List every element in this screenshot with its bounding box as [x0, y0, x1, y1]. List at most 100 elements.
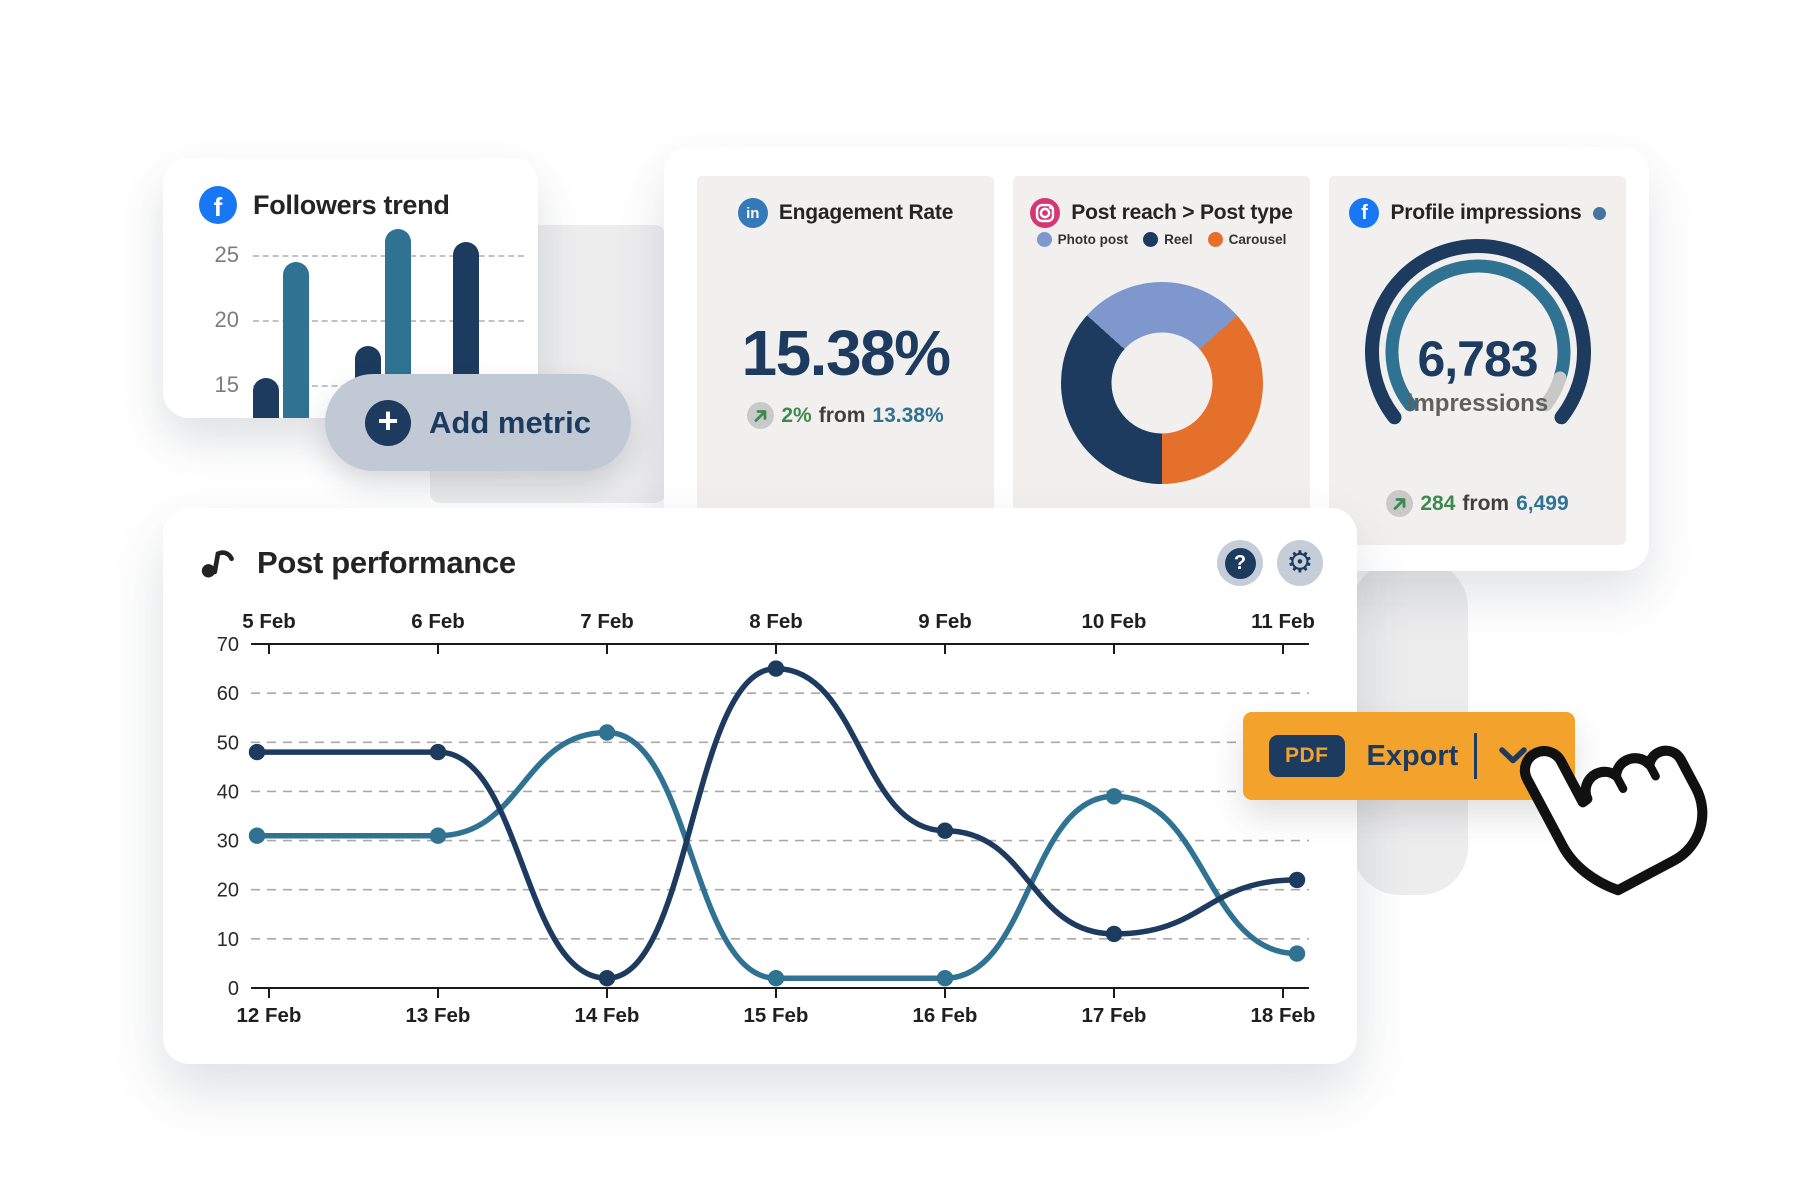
post-performance-line-chart: 5 Feb 12 Feb 6 Feb 13 Feb 7 Feb 14 Feb 8 Feb 15… — [217, 610, 1316, 1027]
linkedin-icon: in — [737, 198, 768, 228]
data-point-series-dark-blue — [598, 970, 616, 987]
top-date-label: 8 Feb — [749, 610, 803, 633]
data-point-series-dark-blue — [429, 743, 447, 761]
engagement-rate-value: 15.38% — [741, 317, 951, 389]
impressions-value: 6,783 — [1417, 331, 1538, 387]
impressions-previous-value: 6,499 — [1516, 491, 1569, 515]
bottom-date-label: 18 Feb — [1251, 1004, 1316, 1027]
data-point-series-light-blue — [598, 724, 616, 741]
post-performance-card: Post performance ? ⚙ 5 Feb 12 Feb 6 Feb 13 … — [163, 508, 1357, 1064]
data-point-series-light-blue — [1105, 788, 1123, 805]
plus-icon: + — [365, 399, 412, 446]
y-tick-label: 0 — [228, 978, 239, 1000]
add-metric-label: Add metric — [429, 404, 591, 440]
top-date-label: 6 Feb — [411, 610, 465, 633]
data-point-series-light-blue — [1288, 945, 1306, 962]
data-point-series-dark-blue — [936, 822, 954, 839]
instagram-icon — [1030, 198, 1061, 228]
pdf-badge: PDF — [1269, 735, 1345, 777]
bottom-date-label: 17 Feb — [1082, 1004, 1147, 1027]
legend-item-photo-post: Photo post — [1036, 232, 1129, 247]
engagement-rate-card: in Engagement Rate 15.38% 2% from 13.38% — [697, 176, 994, 545]
top-date-label: 5 Feb — [242, 610, 296, 633]
impressions-gauge-chart — [1364, 239, 1591, 425]
donut-hole — [1111, 332, 1212, 434]
button-divider — [1474, 733, 1477, 779]
bottom-date-label: 13 Feb — [406, 1004, 471, 1027]
y-tick-label: 50 — [217, 732, 239, 754]
post-reach-card-header: Post reach > Post type — [1013, 198, 1310, 228]
trend-up-icon — [747, 402, 775, 429]
reel-dot-icon — [1143, 232, 1159, 247]
gear-icon: ⚙ — [1286, 546, 1314, 579]
engagement-card-title: Engagement Rate — [778, 201, 954, 224]
data-point-series-dark-blue — [1105, 925, 1123, 943]
post-performance-title: Post performance — [257, 545, 516, 580]
data-point-series-dark-blue — [1288, 871, 1306, 889]
legend-item-carousel: Carousel — [1207, 232, 1286, 247]
top-date-label: 10 Feb — [1082, 610, 1147, 633]
impressions-card-header: f Profile impressions — [1329, 198, 1626, 228]
bottom-date-label: 15 Feb — [744, 1004, 809, 1027]
bottom-date-label: 12 Feb — [237, 1004, 302, 1027]
data-point-series-dark-blue — [248, 743, 266, 761]
y-tick-label: 20 — [217, 880, 239, 902]
impressions-delta: 284 — [1420, 491, 1456, 515]
y-tick-label: 40 — [217, 781, 239, 803]
y-tick-label: 60 — [217, 683, 239, 705]
post-reach-card-title: Post reach > Post type — [1071, 201, 1293, 224]
help-button[interactable]: ? — [1217, 540, 1263, 586]
legend-label-reel: Reel — [1164, 232, 1193, 247]
settings-button[interactable]: ⚙ — [1277, 540, 1323, 586]
bottom-date-label: 14 Feb — [575, 1004, 640, 1027]
line-series-series-light-blue — [254, 729, 1300, 981]
y-tick-label: 10 — [217, 929, 239, 951]
y-tick-label: 70 — [217, 634, 239, 656]
top-date-label: 11 Feb — [1251, 610, 1315, 633]
facebook-icon: f — [1349, 198, 1380, 228]
top-date-label: 7 Feb — [580, 610, 634, 633]
info-dot-icon — [1592, 206, 1606, 220]
profile-impressions-card: f Profile impressions 6,783 impressions … — [1329, 176, 1626, 545]
export-label: Export — [1366, 739, 1459, 772]
data-point-series-light-blue — [429, 827, 447, 844]
followers-card-header: f Followers trend — [199, 186, 450, 224]
impressions-unit-label: impressions — [1406, 390, 1549, 417]
data-point-series-light-blue — [767, 970, 785, 987]
chart-actions: ? ⚙ — [1217, 540, 1323, 586]
post-type-donut-chart — [1060, 282, 1263, 484]
add-metric-button[interactable]: + Add metric — [325, 374, 631, 471]
line-series-series-dark-blue — [254, 665, 1300, 981]
post-reach-card: Post reach > Post type Photo post Reel C… — [1013, 176, 1310, 545]
bar-y-tick-label: 25 — [214, 242, 239, 268]
legend-label-photo-post: Photo post — [1057, 232, 1129, 247]
music-note-icon — [201, 550, 234, 578]
impressions-card-title: Profile impressions — [1390, 201, 1582, 224]
impressions-delta-row: 284 from 6,499 — [1329, 490, 1626, 517]
engagement-previous-value: 13.38% — [872, 403, 944, 427]
followers-bar — [253, 378, 279, 418]
impressions-from-word: from — [1462, 491, 1510, 515]
facebook-icon: f — [199, 186, 237, 224]
engagement-delta-row: 2% from 13.38% — [697, 402, 994, 429]
followers-bar — [283, 261, 309, 418]
engagement-card-header: in Engagement Rate — [697, 198, 994, 228]
top-date-label: 9 Feb — [918, 610, 972, 633]
gauge-arc — [1385, 259, 1570, 412]
bottom-date-label: 16 Feb — [913, 1004, 978, 1027]
trend-up-icon — [1386, 490, 1414, 517]
question-mark-icon: ? — [1224, 547, 1256, 579]
legend-item-reel: Reel — [1143, 232, 1193, 247]
bar-y-tick-label: 20 — [214, 306, 239, 332]
post-performance-header: Post performance ? ⚙ — [201, 540, 1323, 586]
gauge-arc — [1364, 239, 1591, 425]
followers-card-title: Followers trend — [253, 189, 450, 220]
photo-post-dot-icon — [1036, 232, 1052, 247]
export-button[interactable]: PDF Export — [1243, 712, 1575, 800]
bar-y-tick-label: 15 — [214, 371, 239, 397]
data-point-series-dark-blue — [767, 660, 785, 677]
carousel-dot-icon — [1207, 232, 1223, 247]
export-dropdown-toggle[interactable] — [1477, 745, 1549, 767]
y-tick-label: 30 — [217, 831, 239, 853]
